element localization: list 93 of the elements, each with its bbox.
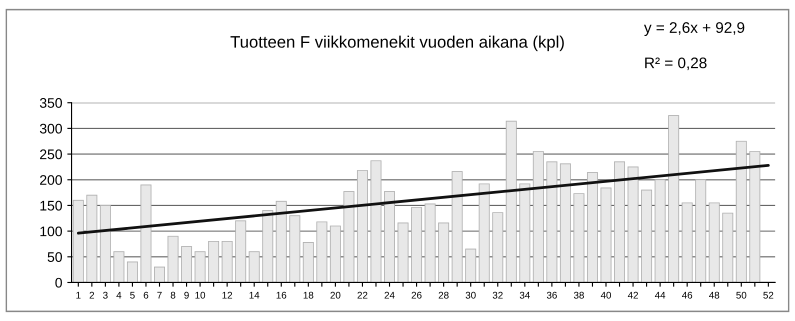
x-tick-label: 3: [103, 292, 108, 299]
x-tick-label: 12: [222, 292, 232, 299]
bar: [411, 207, 422, 282]
x-tick-label: 32: [492, 292, 503, 299]
x-tick-label: 44: [654, 292, 666, 299]
bar: [519, 183, 530, 282]
bar: [316, 221, 328, 282]
bar: [641, 190, 652, 282]
x-tick-label: 50: [736, 292, 746, 299]
y-tick-label: 300: [40, 124, 62, 134]
bar: [181, 246, 192, 282]
bar: [100, 205, 111, 282]
bar: [722, 212, 734, 282]
bar: [424, 203, 436, 282]
bar: [208, 240, 220, 282]
bar: [708, 202, 720, 282]
bar: [140, 184, 152, 282]
bar: [695, 179, 706, 282]
bar: [330, 226, 341, 282]
bar: [573, 193, 584, 282]
bar: [370, 160, 382, 282]
bar: [168, 236, 179, 282]
y-tick-label: 50: [48, 252, 62, 262]
bar: [628, 166, 639, 282]
bar: [600, 188, 612, 282]
y-tick-label: 250: [40, 149, 62, 160]
bar: [736, 140, 747, 282]
bar: [248, 251, 260, 282]
bar: [194, 251, 206, 282]
bar: [126, 262, 138, 282]
bar: [492, 212, 504, 282]
x-tick-label: 34: [520, 292, 530, 299]
x-tick-label: 46: [682, 292, 692, 299]
chart-title: Tuotteen F viikkomenekit vuoden aikana (kpl): [230, 36, 564, 52]
x-tick-label: 38: [574, 292, 584, 299]
x-tick-label: 18: [304, 292, 314, 299]
x-tick-label: 52: [763, 292, 774, 299]
x-tick-label: 8: [170, 292, 176, 299]
text: R² = 0,28: [645, 57, 707, 70]
bar: [749, 151, 760, 282]
bar: [614, 161, 626, 282]
x-tick-label: 7: [157, 292, 162, 299]
bar: [478, 183, 490, 282]
bar: [113, 251, 124, 282]
bar: [302, 242, 314, 282]
x-tick-label: 2: [90, 292, 94, 299]
bar: [276, 200, 287, 282]
bar: [654, 179, 666, 282]
x-tick-label: 24: [384, 292, 395, 299]
bar: [343, 191, 354, 282]
bar: [86, 194, 98, 282]
x-tick-label: 10: [195, 292, 206, 299]
bar: [452, 171, 463, 282]
bar: [465, 248, 476, 282]
bar: [235, 220, 246, 282]
y-tick-label: 200: [40, 175, 62, 185]
x-tick-label: 20: [330, 292, 340, 299]
y-tick-label: 150: [40, 200, 62, 211]
bar: [398, 222, 409, 282]
y-tick-label: 100: [40, 226, 62, 236]
x-tick-label: 6: [144, 292, 148, 299]
bar: [532, 151, 544, 282]
bar: [222, 240, 233, 282]
x-tick-label: 5: [130, 292, 135, 299]
bar: [438, 222, 450, 282]
bar: [72, 200, 84, 282]
bar: [154, 266, 165, 282]
x-tick-label: 48: [709, 292, 720, 299]
bar: [384, 191, 396, 282]
bar: [546, 161, 558, 282]
x-tick-label: 36: [546, 292, 557, 299]
bar: [586, 172, 598, 282]
bar: [682, 202, 693, 282]
text: y = 2,6x + 92,9: [644, 22, 744, 36]
x-tick-label: 14: [250, 292, 260, 299]
bar: [668, 115, 680, 282]
bar: [262, 210, 274, 282]
x-tick-label: 4: [116, 292, 122, 299]
x-tick-label: 28: [438, 292, 449, 299]
x-tick-label: 1: [76, 292, 81, 299]
x-tick-label: 9: [184, 292, 189, 299]
x-tick-label: 26: [412, 292, 422, 299]
x-tick-label: 30: [466, 292, 476, 299]
x-tick-label: 16: [276, 292, 286, 299]
bar: [506, 120, 517, 282]
x-tick-label: 22: [358, 292, 368, 299]
bar: [289, 215, 300, 282]
y-tick-label: 350: [40, 98, 62, 108]
x-tick-label: 42: [628, 292, 638, 299]
bar: [560, 163, 571, 282]
x-tick-label: 40: [600, 292, 612, 299]
bar: [356, 170, 368, 282]
y-tick-label: 0: [55, 278, 62, 288]
